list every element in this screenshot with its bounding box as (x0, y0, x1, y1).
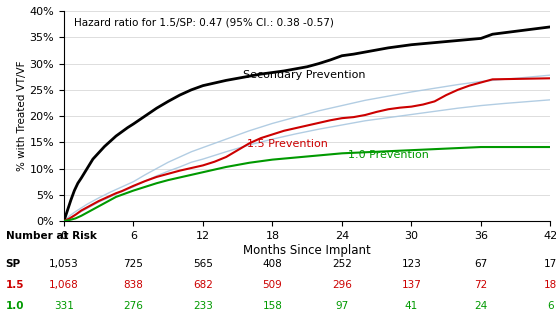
Text: 67: 67 (474, 259, 488, 269)
Text: Secondary Prevention: Secondary Prevention (244, 70, 366, 80)
Text: 331: 331 (54, 301, 74, 311)
Text: 1,068: 1,068 (49, 280, 79, 290)
Text: 123: 123 (401, 259, 421, 269)
X-axis label: Months Since Implant: Months Since Implant (244, 244, 371, 257)
Text: 1.0 Prevention: 1.0 Prevention (348, 150, 429, 160)
Text: 1.5: 1.5 (6, 280, 24, 290)
Text: 276: 276 (123, 301, 143, 311)
Text: 97: 97 (335, 301, 349, 311)
Text: 838: 838 (123, 280, 143, 290)
Text: 17: 17 (544, 259, 556, 269)
Text: 18: 18 (544, 280, 556, 290)
Text: 252: 252 (332, 259, 352, 269)
Text: Hazard ratio for 1.5/SP: 0.47 (95% CI.: 0.38 -0.57): Hazard ratio for 1.5/SP: 0.47 (95% CI.: … (73, 17, 334, 27)
Text: 725: 725 (123, 259, 143, 269)
Text: 1.0: 1.0 (6, 301, 24, 311)
Text: 509: 509 (262, 280, 282, 290)
Text: Number at Risk: Number at Risk (6, 231, 96, 240)
Text: 408: 408 (262, 259, 282, 269)
Text: 233: 233 (193, 301, 213, 311)
Text: 24: 24 (474, 301, 488, 311)
Y-axis label: % with Treated VT/VF: % with Treated VT/VF (17, 61, 27, 171)
Text: 565: 565 (193, 259, 213, 269)
Text: 296: 296 (332, 280, 352, 290)
Text: 41: 41 (405, 301, 418, 311)
Text: 137: 137 (401, 280, 421, 290)
Text: 72: 72 (474, 280, 488, 290)
Text: 6: 6 (547, 301, 554, 311)
Text: 682: 682 (193, 280, 213, 290)
Text: 158: 158 (262, 301, 282, 311)
Text: 1.5 Prevention: 1.5 Prevention (247, 139, 328, 149)
Text: SP: SP (6, 259, 21, 269)
Text: 1,053: 1,053 (49, 259, 79, 269)
